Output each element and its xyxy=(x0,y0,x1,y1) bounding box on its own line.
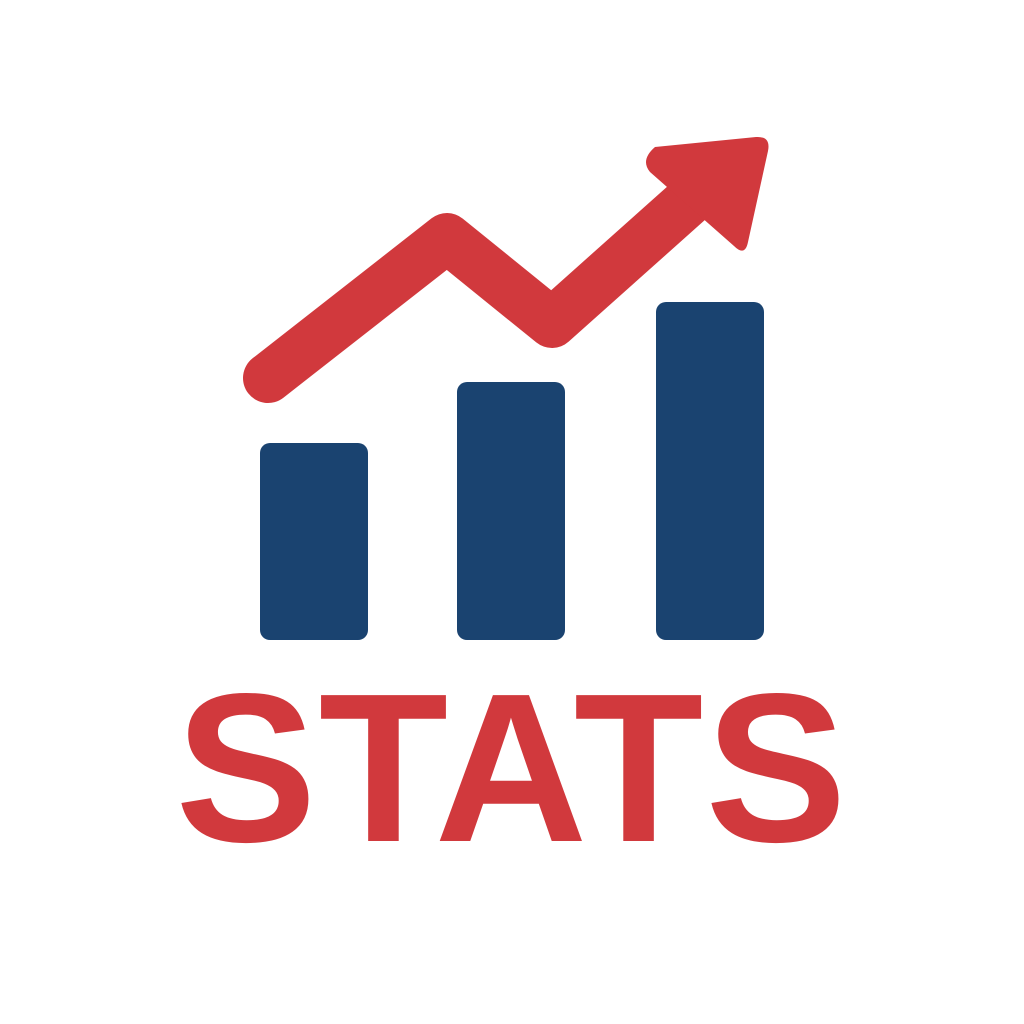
logo-wordmark: STATS xyxy=(175,649,849,886)
bar-large xyxy=(656,302,764,640)
bar-small xyxy=(260,443,368,640)
trend-line xyxy=(243,173,717,403)
bar-medium xyxy=(457,382,565,640)
arrow-head-icon xyxy=(646,136,769,251)
